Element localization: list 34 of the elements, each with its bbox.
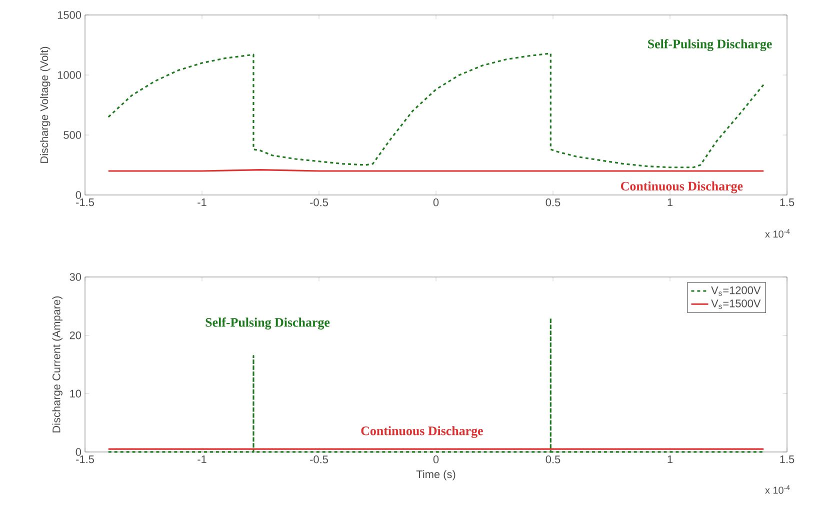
y-tick-label: 1500: [58, 11, 82, 19]
x-tick-label: -1: [198, 456, 206, 464]
y-tick-label: 0: [76, 191, 82, 199]
y-tick-label: 0: [76, 448, 82, 456]
annotation: Self-Pulsing Discharge: [206, 317, 330, 330]
x-tick-label: -1: [198, 198, 206, 206]
text: x 10$^{-4}$: [765, 229, 790, 238]
x-tick-label: 1: [668, 198, 673, 206]
line-series: [108, 52, 764, 168]
annotation: Self-Pulsing Discharge: [648, 39, 772, 52]
x-tick-label: -0.5: [310, 198, 328, 206]
text: x 10$^{-4}$: [765, 485, 790, 494]
x-tick-label: 0: [433, 456, 439, 464]
x-tick-label: -1.5: [76, 456, 94, 464]
legend-label: V$_{s}$=1500V: [711, 300, 761, 309]
x-tick-label: 1.5: [780, 456, 794, 464]
x-tick-label: 0.5: [546, 456, 560, 464]
annotation: Continuous Discharge: [620, 181, 743, 194]
x-axis-title: Time (s): [416, 470, 456, 480]
y-axis-title: Discharge Current (Ampare): [52, 296, 62, 432]
x-tick-label: -0.5: [310, 456, 328, 464]
y-tick-label: 20: [70, 331, 82, 340]
x-tick-label: 1: [668, 456, 673, 464]
x-tick-label: 0: [433, 198, 439, 206]
x-tick-label: 0.5: [546, 198, 560, 206]
legend-label: V$_{s}$=1200V: [711, 286, 761, 296]
y-tick-label: 30: [70, 273, 82, 281]
x-tick-label: 1.5: [780, 198, 794, 206]
y-tick-label: 10: [70, 390, 82, 398]
y-axis-title: Discharge Voltage (Volt): [40, 46, 50, 163]
x-tick-label: -1.5: [76, 198, 94, 206]
y-tick-label: 1000: [58, 71, 82, 79]
y-tick-label: 500: [64, 131, 82, 139]
annotation: Continuous Discharge: [361, 426, 483, 438]
